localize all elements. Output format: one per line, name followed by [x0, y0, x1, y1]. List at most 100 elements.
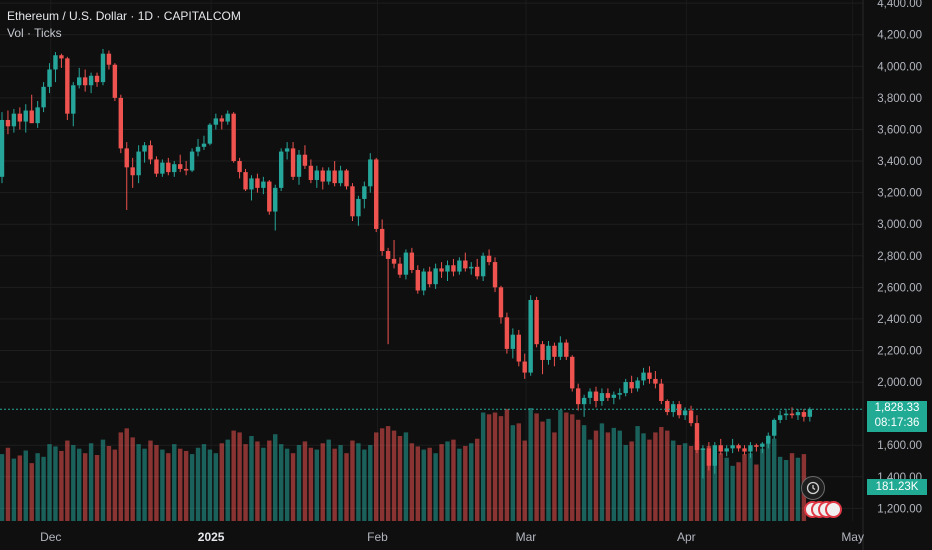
volume-bar	[451, 439, 456, 521]
volume-bar	[106, 445, 112, 521]
volume-bar	[166, 453, 171, 521]
candle-body	[665, 401, 670, 413]
volume-bar	[278, 444, 284, 521]
candle-body	[11, 113, 17, 127]
volume-bar	[510, 425, 516, 521]
volume-bar	[29, 463, 34, 521]
candle-body	[302, 154, 308, 166]
candle-body	[611, 394, 617, 398]
volume-bar	[766, 443, 771, 521]
price-tick-label: 2,200.00	[877, 345, 922, 357]
us-flag-icon[interactable]	[804, 501, 842, 519]
candle-body	[35, 107, 40, 124]
candle-body	[284, 148, 290, 152]
volume-bar	[302, 441, 308, 521]
volume-bar	[742, 454, 747, 521]
candle-body	[546, 345, 551, 360]
volume-bar	[261, 447, 266, 521]
volume-bar	[207, 449, 213, 521]
candle-body	[47, 69, 52, 87]
candle-body	[540, 344, 545, 360]
volume-bar	[338, 445, 343, 521]
volume-bar	[694, 441, 700, 521]
candle-body	[166, 162, 171, 173]
volume-bar	[724, 457, 729, 521]
candle-body	[516, 334, 521, 362]
volume-bar	[475, 438, 480, 521]
volume-bar	[617, 430, 622, 521]
volume-bar	[350, 440, 355, 521]
volume-bar	[326, 439, 331, 521]
candle-body	[736, 445, 741, 449]
volume-bar	[332, 448, 337, 521]
candle-body	[338, 170, 343, 184]
candle-body	[29, 110, 34, 124]
volume-bar	[480, 412, 486, 521]
volume-bar	[552, 432, 557, 521]
volume-bar	[427, 447, 432, 521]
candle-body	[278, 151, 284, 188]
volume-bar	[290, 453, 296, 521]
candle-body	[730, 445, 735, 449]
volume-bar	[249, 436, 254, 521]
candle-body	[17, 113, 23, 122]
volume-bar	[659, 426, 664, 521]
alert-clock-icon[interactable]	[801, 476, 825, 500]
candle-body	[801, 412, 807, 417]
candle-body	[65, 58, 70, 114]
volume-bar	[682, 443, 688, 521]
candle-body	[332, 170, 337, 184]
volume-bar	[772, 438, 777, 521]
volume-bar	[296, 445, 302, 521]
candle-body	[688, 410, 694, 424]
volume-bar	[118, 432, 123, 521]
candle-body	[463, 260, 468, 269]
time-tick-label: Feb	[367, 530, 388, 544]
volume-bar	[564, 412, 569, 521]
candle-body	[0, 119, 5, 177]
volume-bar	[629, 441, 634, 521]
price-tick-label: 3,600.00	[877, 124, 922, 136]
volume-bar	[385, 426, 391, 521]
volume-bar	[391, 430, 397, 521]
volume-bar	[789, 453, 795, 521]
candle-body	[88, 75, 94, 86]
volume-bar	[635, 426, 640, 521]
volume-bar	[71, 445, 76, 521]
candle-body	[320, 170, 325, 182]
candle-body	[480, 255, 486, 277]
time-tick-label: Apr	[677, 530, 696, 544]
volume-bar	[415, 446, 420, 521]
candle-body	[415, 269, 420, 291]
volume-bar	[540, 421, 545, 521]
price-tick-label: 4,400.00	[877, 0, 922, 10]
volume-bar	[255, 441, 260, 521]
volume-bar	[611, 427, 617, 521]
volume-bar	[706, 445, 712, 521]
candle-body	[5, 119, 11, 127]
candle-body	[451, 265, 456, 272]
candle-body	[94, 75, 100, 83]
symbol-title[interactable]: Ethereum / U.S. Dollar · 1D · CAPITALCOM	[7, 9, 241, 23]
candle-body	[676, 404, 682, 416]
time-tick-label: Dec	[40, 530, 61, 544]
candle-body	[766, 435, 771, 444]
candle-body	[427, 271, 432, 285]
volume-bar	[41, 456, 46, 521]
candle-body	[391, 258, 397, 264]
time-axis[interactable]: Dec 2025 Feb Mar Apr May	[40, 530, 864, 544]
volume-indicator-label[interactable]: Vol · Ticks	[7, 26, 62, 40]
price-tick-label: 1,200.00	[877, 503, 922, 515]
volume-bar	[142, 448, 147, 521]
volume-bar	[344, 453, 349, 521]
volume-bar	[94, 455, 100, 521]
candle-body	[457, 260, 462, 272]
candle-body	[183, 168, 189, 171]
price-axis[interactable]: 4,400.00 4,200.00 4,000.00 3,800.00 3,600.00…	[877, 0, 922, 515]
volume-bar	[201, 444, 207, 521]
volume-bar	[195, 447, 201, 521]
candle-body	[641, 372, 646, 381]
candle-body	[356, 198, 361, 217]
candle-body	[249, 178, 254, 190]
